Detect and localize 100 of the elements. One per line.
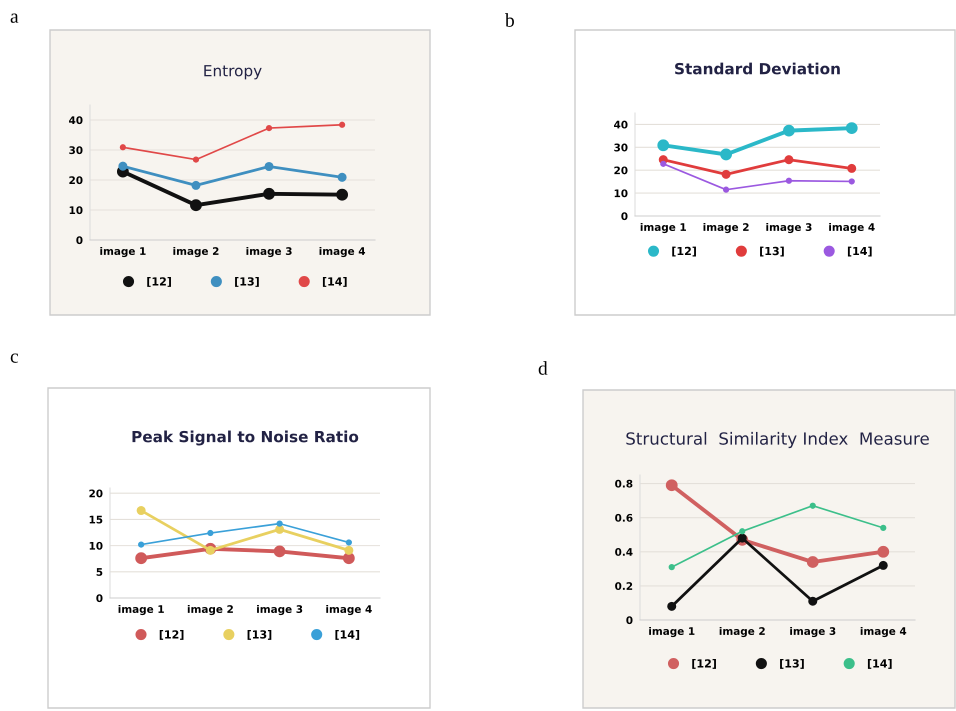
point [846, 122, 858, 134]
y-tick-label: 10 [90, 542, 103, 550]
y-tick-label: 10 [70, 206, 83, 214]
point [668, 564, 675, 570]
y-tick-label: 40 [69, 116, 83, 124]
y-tick-label: 0.4 [615, 548, 633, 556]
legend-label: [13] [248, 630, 272, 640]
point [738, 534, 747, 543]
y-tick-label: 0.2 [615, 582, 632, 590]
point [722, 170, 731, 179]
point [346, 539, 352, 546]
y-tick-label: 0 [76, 236, 83, 244]
point [847, 164, 856, 173]
y-tick-label: 0.6 [615, 514, 632, 522]
point [739, 528, 746, 534]
point [191, 180, 200, 190]
text: c [10, 354, 18, 363]
point [338, 172, 347, 182]
point [135, 552, 148, 564]
x-tick-label: image 1 [118, 604, 164, 616]
legend-label: [12] [672, 246, 696, 257]
y-tick-label: 40 [614, 120, 628, 129]
y-tick-label: 15 [90, 516, 102, 524]
x-tick-label: image 4 [860, 626, 906, 638]
y-tick-label: 20 [614, 166, 628, 174]
point [338, 122, 346, 128]
x-tick-label: image 3 [790, 626, 836, 638]
y-tick-label: 30 [69, 146, 83, 154]
x-tick-label: image 1 [649, 626, 694, 638]
y-tick-label: 0 [626, 616, 633, 624]
x-tick-label: image 2 [704, 222, 749, 234]
point [667, 602, 676, 611]
y-tick-label: 10 [614, 189, 628, 198]
text: a [10, 14, 18, 23]
point [274, 545, 286, 558]
legend-label: [12] [147, 277, 171, 287]
y-tick-label: 30 [614, 144, 628, 152]
x-tick-label: image 1 [640, 222, 686, 234]
text: b [505, 13, 514, 27]
point [878, 560, 888, 570]
point [657, 139, 670, 152]
x-tick-label: image 2 [173, 246, 218, 258]
point [722, 186, 730, 193]
point [266, 124, 272, 132]
x-tick-label: image 3 [246, 246, 292, 258]
legend-label: [12] [160, 630, 184, 640]
x-tick-label: image 2 [720, 626, 765, 638]
x-tick-label: image 2 [188, 604, 233, 616]
y-tick-label: 0 [621, 212, 628, 220]
legend-label: [13] [780, 659, 804, 669]
point [207, 530, 214, 536]
point [848, 178, 855, 185]
point [336, 188, 348, 201]
x-tick-label: image 3 [766, 222, 812, 234]
point [192, 156, 200, 163]
point [342, 552, 355, 564]
x-tick-label: image 3 [257, 604, 302, 616]
point [190, 199, 202, 212]
legend-label: [14] [335, 630, 360, 640]
point [275, 524, 284, 534]
legend-label: [14] [322, 277, 347, 287]
chart-title: Peak Signal to Noise Ratio [132, 430, 358, 446]
y-tick-label: 0 [96, 594, 103, 602]
point [806, 556, 819, 568]
legend-label: [12] [692, 659, 716, 669]
y-tick-label: 20 [69, 176, 83, 184]
x-tick-label: image 1 [100, 246, 146, 258]
point [786, 178, 792, 184]
point [263, 188, 275, 200]
chart-title: Entropy [204, 65, 262, 80]
y-tick-label: 5 [96, 568, 102, 576]
point [264, 162, 274, 172]
point [808, 596, 818, 606]
y-tick-label: 20 [89, 489, 103, 498]
point [880, 524, 886, 532]
point [783, 124, 795, 137]
legend-label: [14] [868, 659, 892, 669]
point [344, 546, 354, 555]
point [666, 479, 678, 492]
x-tick-label: image 4 [320, 246, 366, 258]
point [877, 546, 890, 558]
point [138, 541, 144, 548]
x-tick-label: image 4 [326, 604, 372, 616]
point [810, 502, 816, 509]
x-tick-label: image 4 [829, 222, 875, 234]
chart-title: Standard Deviation [675, 62, 840, 74]
text: d [538, 361, 548, 375]
point [120, 144, 126, 150]
point [118, 162, 128, 171]
chart-title: Structural Similarity Index Measure [626, 432, 929, 448]
point [784, 155, 794, 164]
legend-label: [13] [760, 246, 784, 257]
point [136, 506, 146, 516]
legend-label: [13] [235, 277, 259, 287]
point [276, 520, 283, 527]
point [206, 546, 215, 555]
point [660, 160, 666, 167]
legend-label: [14] [848, 246, 872, 257]
point [720, 148, 732, 160]
y-tick-label: 0.8 [615, 480, 632, 488]
